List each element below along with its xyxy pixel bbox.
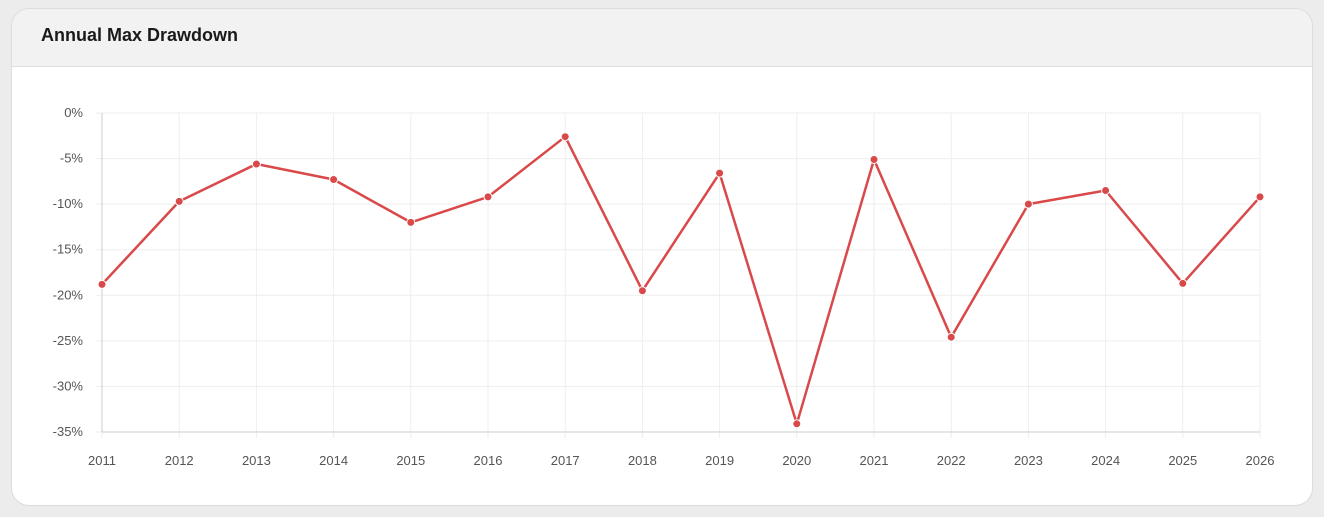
y-tick-label: -35% (53, 424, 84, 439)
x-tick-label: 2024 (1091, 453, 1120, 468)
x-tick-label: 2023 (1014, 453, 1043, 468)
x-tick-label: 2011 (88, 453, 116, 468)
y-tick-label: 0% (64, 105, 83, 120)
x-tick-label: 2016 (474, 453, 503, 468)
y-tick-label: -10% (53, 196, 84, 211)
data-point-2016[interactable] (483, 192, 493, 202)
x-tick-label: 2022 (937, 453, 966, 468)
data-point-2023[interactable] (1023, 199, 1033, 209)
x-tick-label: 2012 (165, 453, 194, 468)
chart-title: Annual Max Drawdown (41, 25, 239, 45)
x-tick-label: 2019 (705, 453, 734, 468)
x-tick-label: 2025 (1168, 453, 1197, 468)
card-header: Annual Max Drawdown (12, 9, 1312, 67)
data-point-2015[interactable] (406, 217, 416, 227)
data-point-2019[interactable] (715, 168, 725, 178)
chart-card: Annual Max Drawdown (11, 8, 1313, 506)
data-point-2025[interactable] (1178, 278, 1188, 288)
series-line (101, 135, 1261, 426)
data-point-2014[interactable] (329, 175, 339, 185)
axis-layer (101, 113, 1260, 433)
x-tick-label: 2015 (396, 453, 425, 468)
data-point-2022[interactable] (946, 332, 956, 342)
tick-label-layer: 0% -5% -10% -15% -20% -25% -30% -35% 2011 2012 201… (53, 105, 1275, 468)
data-point-2026[interactable] (1255, 192, 1265, 202)
grid-layer (96, 112, 1261, 438)
x-tick-label: 2013 (242, 453, 271, 468)
data-point-2013[interactable] (251, 159, 261, 169)
y-tick-label: -25% (53, 333, 84, 348)
y-tick-label: -20% (53, 287, 84, 302)
y-tick-label: -15% (53, 242, 84, 257)
x-tick-label: 2018 (628, 453, 657, 468)
x-tick-label: 2017 (551, 453, 580, 468)
x-tick-label: 2014 (319, 453, 348, 468)
data-point-2018[interactable] (637, 286, 647, 296)
y-tick-label: -30% (53, 378, 84, 393)
data-point-2020[interactable] (792, 419, 802, 429)
data-point-2024[interactable] (1101, 185, 1111, 195)
series-layer (97, 132, 1265, 429)
y-tick-label: -5% (60, 151, 84, 166)
data-point-2021[interactable] (869, 154, 879, 164)
x-tick-label: 2026 (1246, 453, 1275, 468)
data-point-2017[interactable] (560, 132, 570, 142)
x-tick-label: 2020 (782, 453, 811, 468)
data-point-2012[interactable] (174, 196, 184, 206)
x-tick-label: 2021 (860, 453, 889, 468)
data-point-2011[interactable] (97, 279, 107, 289)
